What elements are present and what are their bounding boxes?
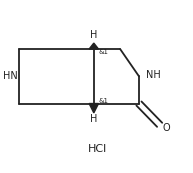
Polygon shape [89, 103, 98, 113]
Text: H: H [90, 114, 97, 124]
Text: &1: &1 [98, 49, 108, 56]
Text: HCl: HCl [88, 144, 107, 154]
Text: NH: NH [146, 70, 160, 80]
Text: O: O [163, 123, 170, 133]
Text: H: H [90, 30, 97, 40]
Text: HN: HN [3, 71, 18, 81]
Text: &1: &1 [98, 98, 108, 104]
Polygon shape [89, 43, 98, 49]
